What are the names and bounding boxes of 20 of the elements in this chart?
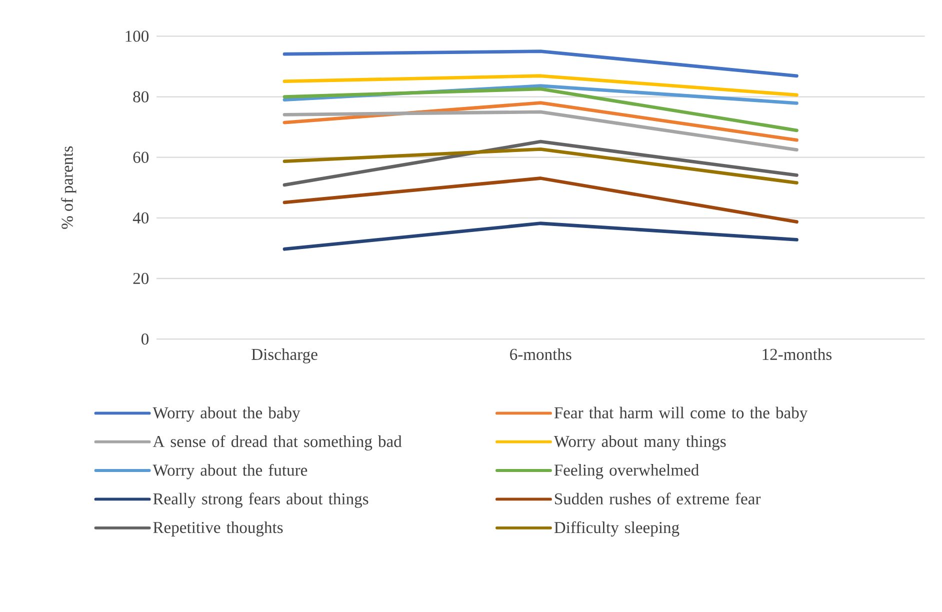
y-tick-label: 80 xyxy=(133,91,149,102)
legend-label: Really strong fears about things xyxy=(153,492,368,508)
legend-label: Worry about many things xyxy=(554,435,726,450)
legend-label: Repetitive thoughts xyxy=(153,521,283,537)
legend-label: Difficulty sleeping xyxy=(554,521,680,537)
y-tick-label: 0 xyxy=(141,334,149,345)
y-tick-label: 40 xyxy=(132,212,149,224)
y-axis-title: % of parents xyxy=(61,146,76,229)
legend-label: Fear that harm will come to the baby xyxy=(554,406,808,422)
legend-label: A sense of dread that something bad xyxy=(152,435,402,451)
legend-label: Worry about the baby xyxy=(152,406,300,422)
y-tick-label: 60 xyxy=(133,152,149,163)
y-tick-label: 100 xyxy=(126,30,149,42)
legend-label: Worry about the future xyxy=(152,464,308,480)
y-tick-label: 20 xyxy=(133,272,149,284)
legend-label: Sudden rushes of extreme fear xyxy=(555,492,761,505)
legend-label: Feeling overwhelmed xyxy=(554,464,699,480)
x-tick-label: 12-months xyxy=(762,348,832,360)
x-tick-label: Discharge xyxy=(252,348,318,364)
x-tick-label: 6-months xyxy=(510,348,572,360)
